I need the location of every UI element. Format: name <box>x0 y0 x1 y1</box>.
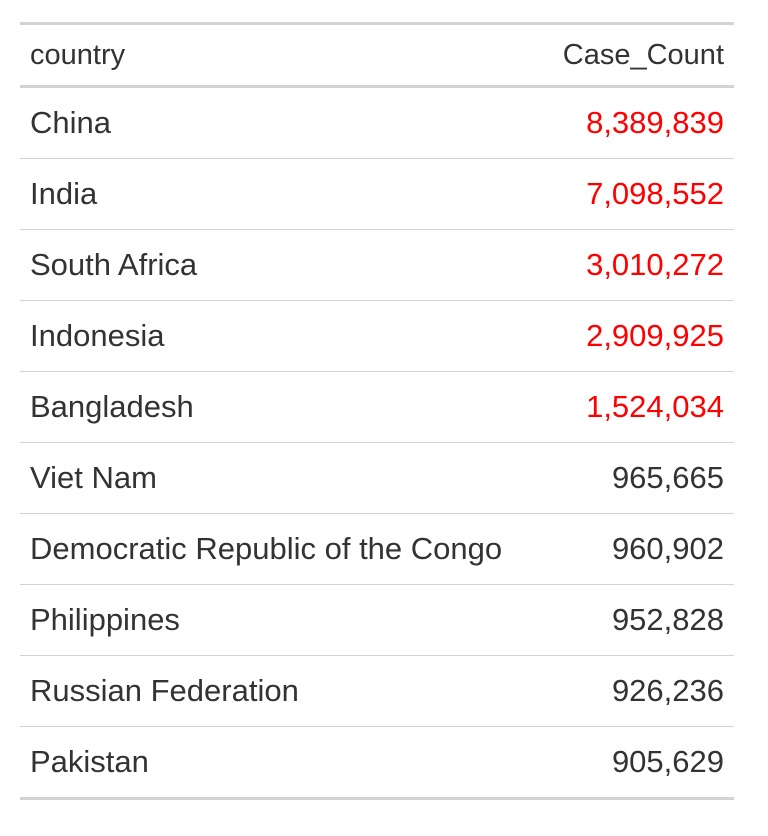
column-header-country[interactable]: country <box>20 23 542 88</box>
table-row: Philippines 952,828 <box>20 584 734 656</box>
table-row: Indonesia 2,909,925 <box>20 300 734 372</box>
case-count-cell: 8,389,839 <box>586 105 724 140</box>
column-header-case-count[interactable]: Case_Count <box>541 23 734 88</box>
table-row: Pakistan 905,629 <box>20 726 734 799</box>
case-count-cell: 7,098,552 <box>541 158 734 230</box>
case-count-cell: 905,629 <box>541 726 734 799</box>
country-cell: South Africa <box>20 229 542 301</box>
table-header: country Case_Count <box>20 23 734 88</box>
country-cell: Indonesia <box>20 300 542 372</box>
table-row: Democratic Republic of the Congo 960,902 <box>20 513 734 585</box>
table-container: country Case_Count China 8,389,839 India… <box>20 22 734 800</box>
case-count-cell: 1,524,034 <box>541 371 734 443</box>
country-cell: Russian Federation <box>20 655 542 727</box>
case-count-cell: 2,909,925 <box>541 300 734 372</box>
country-cell: Bangladesh <box>20 371 542 443</box>
country-cell: China <box>30 105 111 140</box>
header-row: country Case_Count <box>20 23 734 88</box>
case-count-cell: 952,828 <box>541 584 734 656</box>
country-cell: Pakistan <box>20 726 542 799</box>
country-cell: Democratic Republic of the Congo <box>20 513 542 585</box>
table-row: South Africa 3,010,272 <box>20 229 734 301</box>
country-cell: Philippines <box>20 584 542 656</box>
table-row: Russian Federation 926,236 <box>20 655 734 727</box>
case-count-cell: 926,236 <box>541 655 734 727</box>
country-cell: India <box>20 158 542 230</box>
table-body: China 8,389,839 India 7,098,552 South Af… <box>20 87 734 799</box>
table-row: India 7,098,552 <box>20 158 734 230</box>
table-row: Bangladesh 1,524,034 <box>20 371 734 443</box>
table-row: Viet Nam 965,665 <box>20 442 734 514</box>
case-count-cell: 3,010,272 <box>541 229 734 301</box>
country-cell: Viet Nam <box>20 442 542 514</box>
case-count-cell: 960,902 <box>541 513 734 585</box>
data-table: country Case_Count China 8,389,839 India… <box>20 22 734 800</box>
table-row: China 8,389,839 <box>20 87 734 159</box>
case-count-cell: 965,665 <box>541 442 734 514</box>
